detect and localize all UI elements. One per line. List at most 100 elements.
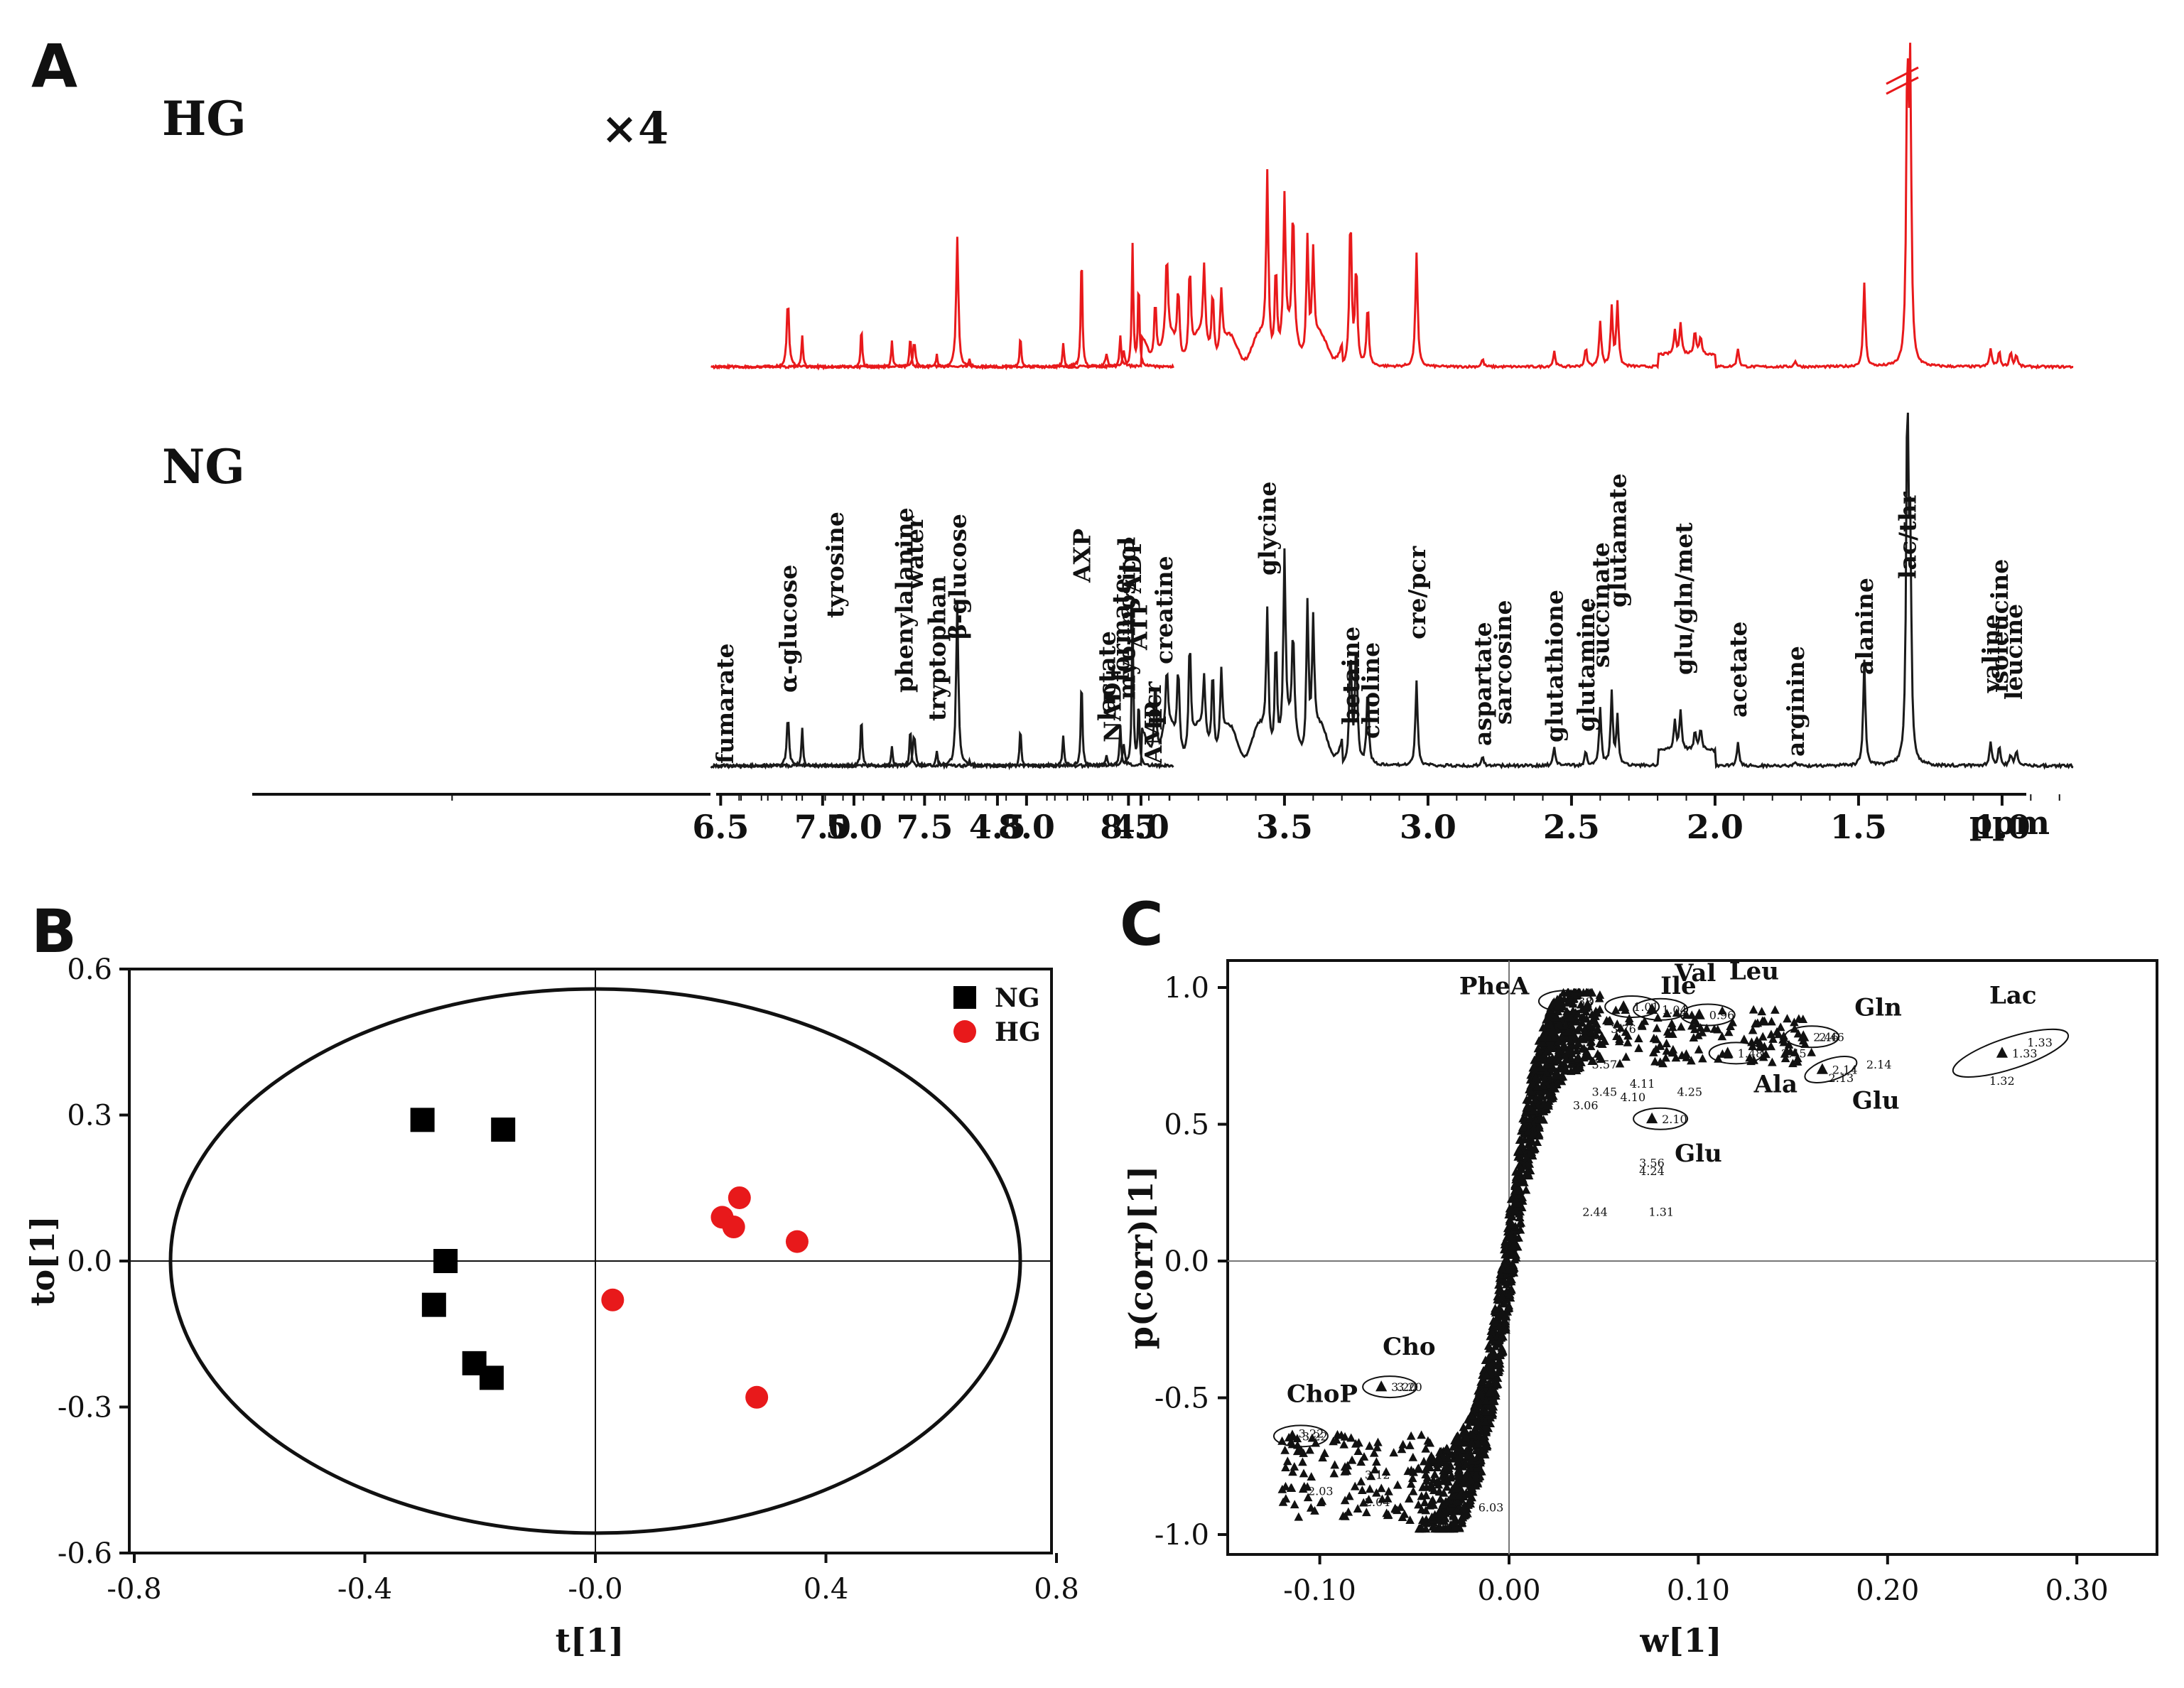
loading-point — [1501, 1311, 1511, 1321]
metabolite-ellipse — [1537, 990, 1594, 1013]
loading-point — [1356, 1457, 1366, 1466]
loading-point — [1400, 1509, 1410, 1518]
shift-label: 3.20 — [1391, 1380, 1417, 1394]
loading-point — [1453, 1496, 1462, 1505]
loading-point — [1288, 1467, 1297, 1476]
loading-point — [1466, 1463, 1475, 1472]
shift-label: 4.10 — [1621, 1091, 1646, 1104]
shift-label: 2.13 — [1829, 1071, 1854, 1085]
loading-point — [1481, 1407, 1491, 1416]
loading-point — [1671, 1053, 1681, 1062]
loading-point — [1555, 1056, 1564, 1065]
highlighted-point — [1798, 1030, 1810, 1042]
loading-point — [1512, 1197, 1521, 1206]
loading-point — [1486, 1326, 1496, 1335]
loading-point — [1687, 1056, 1696, 1065]
loading-point — [1549, 1033, 1559, 1042]
x-tick-label-b: -0.4 — [337, 1573, 392, 1606]
loading-point — [1662, 1009, 1672, 1017]
metabolite-ellipse — [1708, 1042, 1764, 1065]
loading-point — [1542, 1046, 1552, 1055]
loading-point — [1758, 1016, 1768, 1025]
loading-point — [1586, 1042, 1596, 1051]
ppm-tick-label: 7.0 — [794, 808, 851, 846]
loading-point — [1330, 1460, 1339, 1469]
loading-point — [1582, 1033, 1591, 1042]
loading-point — [1491, 1304, 1500, 1313]
loading-point — [1353, 1446, 1363, 1456]
loading-point — [1358, 1498, 1368, 1507]
loading-point — [1586, 1028, 1596, 1037]
loading-point — [1663, 1027, 1672, 1036]
loading-point — [1515, 1218, 1525, 1228]
loading-point — [1370, 1464, 1380, 1473]
loading-point — [1783, 1014, 1792, 1023]
loading-point — [1540, 1073, 1550, 1081]
metabolite-label: isoleucine — [1986, 559, 2013, 693]
hg-sample-point — [601, 1288, 625, 1311]
loading-point — [1452, 1445, 1461, 1454]
metabolite-label: pcr — [1139, 681, 1167, 725]
loading-point — [1461, 1460, 1470, 1469]
loading-point — [1480, 1432, 1489, 1441]
highlighted-point — [1693, 1008, 1705, 1019]
highlighted-point — [1286, 1429, 1299, 1441]
loading-point — [1755, 1037, 1765, 1046]
loading-point — [1471, 1446, 1481, 1454]
loading-point — [1541, 1061, 1551, 1069]
loading-point — [1534, 1130, 1544, 1140]
metabolite-group-label: Glu — [1852, 1087, 1900, 1115]
loading-point — [1573, 1052, 1583, 1061]
loading-point — [1405, 1515, 1415, 1525]
loading-point — [1600, 1036, 1609, 1045]
loading-point — [1667, 1022, 1677, 1032]
loading-point — [1294, 1512, 1304, 1521]
legend-ng-marker — [953, 986, 976, 1009]
x-tick-label-c: 0.30 — [2045, 1574, 2109, 1607]
shift-label: 4.24 — [1639, 1164, 1665, 1178]
loading-point — [1545, 1096, 1554, 1105]
loading-point — [1310, 1506, 1319, 1515]
x-axis-title-c: w[1] — [1639, 1621, 1721, 1660]
loading-point — [1347, 1455, 1357, 1464]
loading-point — [1511, 1250, 1521, 1259]
x-tick-label-c: -0.10 — [1283, 1574, 1356, 1607]
loading-point — [1709, 1024, 1719, 1033]
loading-point — [1434, 1486, 1444, 1495]
metabolite-label: lac/thr — [1894, 492, 1922, 579]
loading-point — [1696, 1023, 1705, 1032]
loading-point — [1474, 1418, 1483, 1427]
loading-point — [1282, 1456, 1292, 1466]
loading-point — [1538, 1038, 1548, 1047]
loading-point — [1538, 1081, 1548, 1090]
metabolite-label: myo-inositol — [1113, 537, 1141, 700]
loading-point — [1497, 1343, 1506, 1352]
loading-point — [1562, 988, 1572, 997]
loading-point — [1383, 1510, 1393, 1519]
loading-point — [1793, 1056, 1802, 1066]
loading-point — [1768, 1057, 1777, 1066]
loading-point — [1694, 1044, 1704, 1054]
loading-point — [1561, 1064, 1570, 1073]
loading-point — [1751, 1019, 1760, 1028]
loading-point — [1468, 1429, 1478, 1438]
y-tick-label-c: -0.5 — [1155, 1383, 1209, 1415]
loading-point — [1372, 1488, 1381, 1497]
loading-point — [1414, 1524, 1424, 1533]
loading-point — [1462, 1478, 1472, 1488]
loading-point — [1554, 1045, 1564, 1054]
loading-point — [1482, 1370, 1491, 1379]
x-tick-label-b: 0.8 — [1034, 1573, 1079, 1606]
loading-point-cloud: 1.331.322.142.132.462.453.763.573.453.06… — [1277, 988, 2053, 1533]
metabolite-group-label: Glu — [1675, 1140, 1722, 1168]
loading-point — [1343, 1461, 1353, 1470]
loading-point — [1510, 1186, 1520, 1195]
ng-spectrum-line — [710, 412, 2074, 771]
loading-point — [1662, 1039, 1671, 1048]
loading-point — [1672, 1008, 1682, 1017]
loading-point — [1428, 1483, 1438, 1492]
hg-sample-point — [722, 1216, 745, 1239]
loading-point — [1587, 1056, 1596, 1065]
loading-point — [1353, 1504, 1363, 1513]
loading-point — [1438, 1471, 1447, 1481]
